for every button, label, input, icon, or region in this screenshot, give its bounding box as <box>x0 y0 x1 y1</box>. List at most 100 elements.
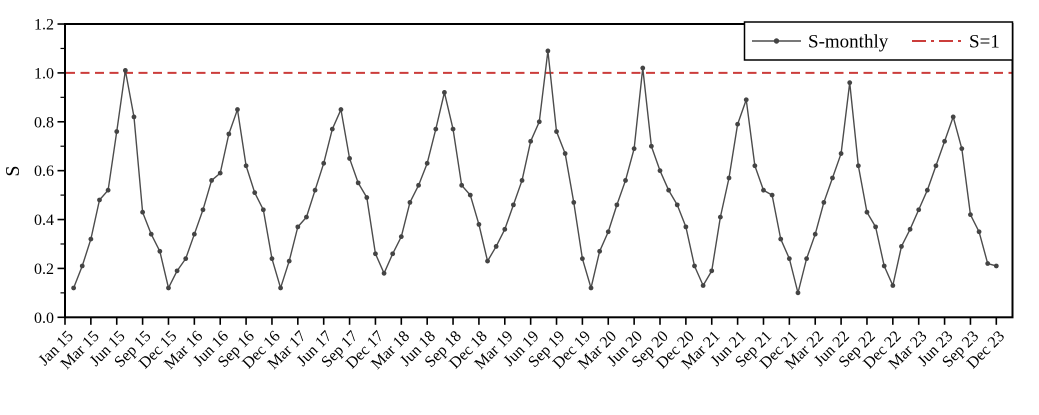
data-point <box>148 231 154 237</box>
data-point <box>873 224 878 230</box>
data-point <box>355 180 361 186</box>
data-point <box>631 146 637 152</box>
data-point <box>390 251 396 257</box>
data-point <box>269 256 275 262</box>
series-line-s-monthly <box>72 50 997 294</box>
data-point <box>347 156 352 161</box>
data-point <box>683 224 689 230</box>
data-point <box>519 178 525 183</box>
data-point <box>700 283 706 288</box>
data-point <box>761 187 766 193</box>
y-tick-label: 0.0 <box>34 310 54 327</box>
data-point <box>968 212 973 218</box>
data-point <box>571 200 577 205</box>
y-axis-title: S <box>2 165 24 176</box>
data-point <box>579 256 585 262</box>
data-point <box>709 268 715 274</box>
data-point <box>140 209 146 215</box>
data-point <box>381 270 387 276</box>
y-tick-label: 0.6 <box>34 163 54 180</box>
data-point <box>717 214 723 220</box>
data-point <box>71 285 77 291</box>
data-point <box>657 168 663 174</box>
data-point <box>597 248 603 254</box>
data-point <box>286 258 292 264</box>
data-point <box>260 207 266 213</box>
data-point <box>373 251 378 257</box>
data-point <box>493 244 499 249</box>
data-point <box>614 202 620 208</box>
data-point <box>804 256 809 262</box>
y-tick-label: 0.4 <box>34 212 54 229</box>
data-point <box>476 222 482 227</box>
data-point <box>536 119 542 125</box>
data-point <box>183 256 189 262</box>
data-point <box>847 80 853 86</box>
data-point <box>554 129 559 134</box>
legend-series-marker <box>773 38 780 44</box>
data-point <box>442 90 447 95</box>
data-point <box>424 160 430 166</box>
data-point <box>312 187 318 193</box>
data-point <box>450 126 456 132</box>
y-tick-label: 1.2 <box>34 17 54 34</box>
legend-reference-label: S=1 <box>969 32 1000 53</box>
data-point <box>114 129 120 134</box>
data-point <box>666 187 672 193</box>
data-point <box>795 290 801 296</box>
data-point <box>735 121 741 127</box>
y-tick-label: 1.0 <box>34 65 54 82</box>
data-point <box>959 146 965 152</box>
data-point <box>295 224 301 230</box>
data-point <box>122 68 128 73</box>
data-point <box>511 202 516 208</box>
data-point <box>640 65 646 71</box>
data-point <box>243 163 249 169</box>
data-point <box>881 263 887 269</box>
data-point <box>950 114 956 120</box>
data-point <box>942 138 947 144</box>
plot-border <box>64 23 1014 319</box>
data-point <box>993 263 999 269</box>
data-point <box>623 178 628 183</box>
data-point <box>726 175 732 181</box>
data-point <box>648 143 654 149</box>
data-point <box>364 195 370 200</box>
legend-series-label: S-monthly <box>808 32 889 53</box>
data-point <box>502 226 508 232</box>
data-point <box>338 107 344 112</box>
y-tick-label: 0.8 <box>34 114 54 131</box>
data-point <box>778 236 784 242</box>
data-point <box>605 229 611 235</box>
data-point <box>838 151 844 156</box>
data-point <box>88 236 94 242</box>
data-point <box>200 207 206 213</box>
data-point <box>588 285 594 291</box>
data-point <box>769 192 775 198</box>
data-point <box>157 248 163 254</box>
data-point <box>528 138 534 144</box>
data-point <box>985 261 991 266</box>
data-point <box>433 126 439 132</box>
data-point <box>278 285 283 291</box>
data-point <box>252 190 258 196</box>
data-point <box>812 231 818 237</box>
data-point <box>131 114 137 120</box>
data-point <box>166 285 171 291</box>
data-point <box>174 268 180 274</box>
data-point <box>467 192 473 198</box>
data-point <box>398 234 404 240</box>
data-point <box>890 283 896 288</box>
data-point <box>830 175 835 181</box>
data-point <box>416 182 421 188</box>
data-point <box>485 258 490 264</box>
data-point <box>459 182 465 188</box>
data-point <box>321 160 327 166</box>
data-point <box>105 187 111 193</box>
data-point <box>976 229 982 235</box>
data-point <box>933 163 939 169</box>
data-point <box>821 200 827 205</box>
data-point <box>692 263 697 269</box>
data-point <box>674 202 680 208</box>
